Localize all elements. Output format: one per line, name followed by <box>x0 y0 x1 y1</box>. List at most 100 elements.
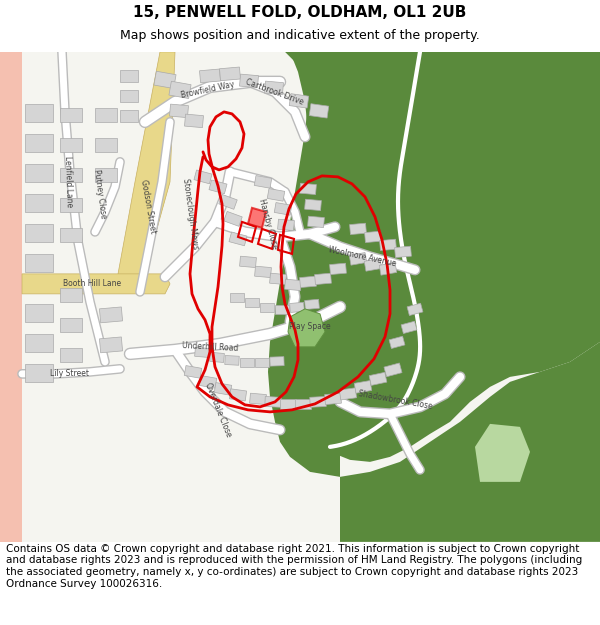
Bar <box>295 399 311 409</box>
Bar <box>274 202 292 215</box>
Bar <box>229 232 247 246</box>
Polygon shape <box>248 208 266 228</box>
Polygon shape <box>22 274 170 294</box>
Bar <box>209 352 224 362</box>
Bar <box>299 183 316 194</box>
Bar <box>60 198 82 212</box>
Bar <box>230 293 244 302</box>
Bar <box>60 348 82 362</box>
Bar <box>60 138 82 152</box>
Bar <box>120 90 138 102</box>
Bar <box>260 303 274 312</box>
Bar <box>267 189 285 201</box>
Polygon shape <box>475 424 530 482</box>
Bar <box>194 348 209 358</box>
Bar <box>60 288 82 302</box>
Bar <box>308 216 325 227</box>
Text: 15, PENWELL FOLD, OLDHAM, OL1 2UB: 15, PENWELL FOLD, OLDHAM, OL1 2UB <box>133 5 467 20</box>
Bar <box>60 228 82 242</box>
Text: Contains OS data © Crown copyright and database right 2021. This information is : Contains OS data © Crown copyright and d… <box>6 544 582 589</box>
Bar <box>309 104 329 118</box>
Text: Hansby Close: Hansby Close <box>257 198 279 250</box>
Bar <box>25 104 53 122</box>
Polygon shape <box>268 52 600 542</box>
Bar <box>60 108 82 122</box>
Polygon shape <box>283 52 600 462</box>
Bar <box>350 223 367 234</box>
Polygon shape <box>118 52 175 282</box>
Text: Browfield Way: Browfield Way <box>181 80 236 100</box>
Bar <box>364 259 382 271</box>
Bar <box>60 318 82 332</box>
Bar <box>275 305 289 314</box>
Bar <box>384 363 402 377</box>
Bar <box>100 337 122 352</box>
Text: Cartbrook Drive: Cartbrook Drive <box>245 78 305 106</box>
Bar <box>290 302 304 312</box>
Text: Overdale Close: Overdale Close <box>203 381 233 438</box>
Bar <box>305 199 322 211</box>
Bar <box>255 358 269 367</box>
Bar <box>240 358 254 367</box>
Bar <box>349 253 367 265</box>
Bar <box>278 219 295 231</box>
Text: Map shows position and indicative extent of the property.: Map shows position and indicative extent… <box>120 29 480 42</box>
Bar <box>184 366 202 378</box>
Bar <box>407 303 423 316</box>
Bar <box>239 74 259 88</box>
Bar <box>25 134 53 152</box>
Text: Play Space: Play Space <box>289 322 331 331</box>
Text: Shadowbrook Close: Shadowbrook Close <box>357 389 433 411</box>
Bar <box>95 138 117 152</box>
Bar <box>305 299 319 309</box>
Bar <box>25 254 53 272</box>
Bar <box>314 273 331 284</box>
Bar <box>254 176 272 188</box>
Bar <box>25 364 53 382</box>
Bar <box>219 194 237 209</box>
Bar <box>100 307 122 322</box>
Text: Godson Street: Godson Street <box>139 179 157 234</box>
Bar <box>194 170 212 184</box>
Bar <box>340 388 356 400</box>
Text: Stoneclough Mews: Stoneclough Mews <box>181 178 199 250</box>
Text: Woolmore Avenue: Woolmore Avenue <box>328 246 397 268</box>
Text: Putney Close: Putney Close <box>92 169 108 219</box>
Bar <box>25 164 53 182</box>
Bar <box>185 114 203 128</box>
Polygon shape <box>0 52 22 542</box>
Bar <box>379 262 397 275</box>
Bar <box>380 239 397 251</box>
Bar <box>395 246 412 258</box>
Bar <box>220 67 241 81</box>
Bar <box>245 298 259 307</box>
Bar <box>95 168 117 182</box>
Bar <box>284 279 301 291</box>
Bar <box>25 304 53 322</box>
Bar <box>120 70 138 82</box>
Bar <box>329 263 346 274</box>
Bar <box>60 168 82 182</box>
Bar <box>310 396 326 408</box>
Bar <box>25 224 53 242</box>
Bar <box>154 71 176 89</box>
Bar <box>229 389 247 401</box>
Polygon shape <box>288 309 325 347</box>
Bar <box>95 108 117 122</box>
Bar <box>265 396 281 408</box>
Bar <box>389 336 405 349</box>
Bar <box>325 393 341 404</box>
Bar <box>25 334 53 352</box>
Bar <box>199 376 217 388</box>
Bar <box>265 81 283 94</box>
Bar <box>289 94 309 108</box>
Text: Lily Street: Lily Street <box>50 369 89 378</box>
Bar <box>270 357 284 366</box>
Text: Underhill Road: Underhill Road <box>182 341 238 353</box>
Bar <box>200 69 220 82</box>
Bar <box>224 211 242 226</box>
Bar <box>239 256 256 268</box>
Bar <box>250 393 266 404</box>
Bar <box>169 81 191 99</box>
Bar <box>170 104 188 118</box>
